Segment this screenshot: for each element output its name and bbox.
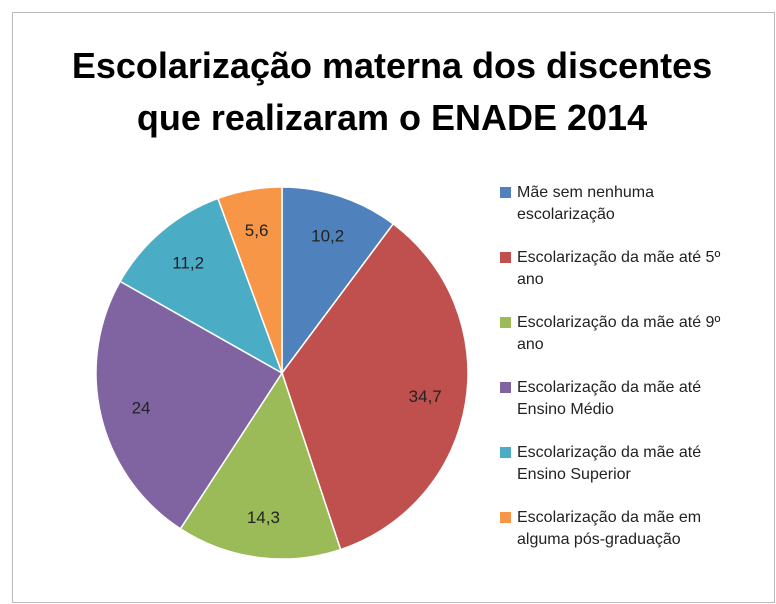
pie-slice (119, 197, 284, 375)
frame (12, 12, 775, 603)
data-label: 24 (132, 398, 151, 417)
legend-swatch (500, 187, 511, 198)
legend-swatch (500, 447, 511, 458)
legend-item: Mãe sem nenhuma escolarização (500, 182, 770, 247)
pie-slice (281, 186, 395, 376)
legend-swatch (500, 512, 511, 523)
pie-slice (95, 280, 284, 530)
legend-item: Escolarização da mãe até Ensino Médio (500, 377, 770, 442)
legend-label: Escolarização da mãe até 5º ano (517, 249, 721, 288)
data-label: 5,6 (245, 221, 269, 240)
pie-slice (179, 371, 342, 560)
legend-label: Mãe sem nenhuma escolarização (517, 184, 654, 223)
legend-item: Escolarização da mãe até Ensino Superior (500, 442, 770, 507)
legend-item: Escolarização da mãe até 9º ano (500, 312, 770, 377)
legend-item: Escolarização da mãe até 5º ano (500, 247, 770, 312)
legend: Mãe sem nenhuma escolarização Escolarizaç… (500, 182, 770, 572)
legend-item: Escolarização da mãe em alguma pós-gradu… (500, 507, 770, 572)
pie-slice (281, 222, 469, 551)
chart-title: que realizaram o ENADE 2014 (137, 97, 647, 138)
legend-swatch (500, 317, 511, 328)
data-label: 14,3 (247, 508, 280, 527)
legend-label: Escolarização da mãe até Ensino Médio (517, 379, 702, 418)
pie-slice (216, 186, 283, 374)
legend-label: Escolarização da mãe até Ensino Superior (517, 444, 702, 483)
legend-swatch (500, 382, 511, 393)
chart-title: Escolarização materna dos discentes (72, 45, 712, 86)
legend-label: Escolarização da mãe até 9º ano (517, 314, 721, 353)
data-label: 10,2 (311, 226, 344, 245)
legend-label: Escolarização da mãe em alguma pós-gradu… (517, 509, 702, 548)
legend-swatch (500, 252, 511, 263)
data-label: 11,2 (172, 253, 204, 272)
data-label: 34,7 (409, 387, 442, 406)
